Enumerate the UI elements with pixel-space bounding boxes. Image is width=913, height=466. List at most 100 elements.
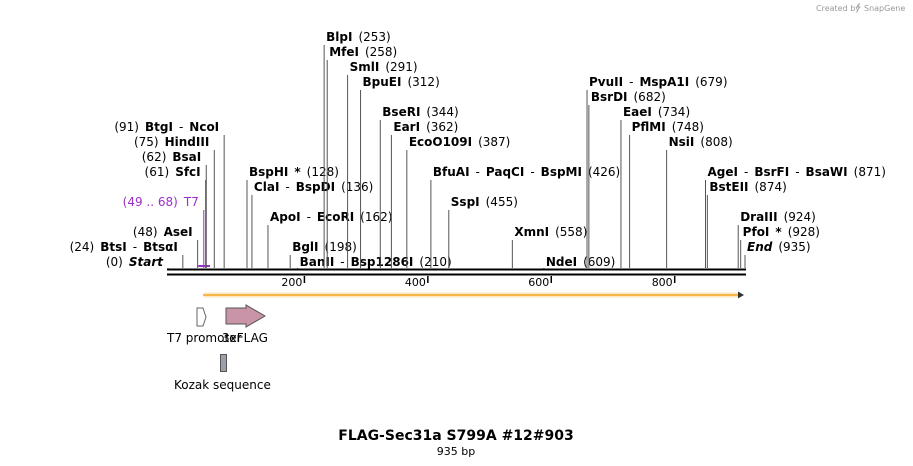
site-bsteii[interactable]: BstEII (874) [706, 180, 787, 268]
site-label-part: (162) [360, 210, 392, 224]
snapgene-logo-icon [856, 3, 861, 12]
site-bpuei[interactable]: BpuEI (312) [360, 75, 440, 268]
site-label-part: - [340, 255, 344, 269]
site-bsai[interactable]: (62) BsaI [142, 150, 207, 268]
site-label-part: PvuII [589, 75, 623, 89]
feature-kozak[interactable]: Kozak sequence [174, 354, 271, 393]
site-smli[interactable]: SmlI (291) [347, 60, 418, 268]
credit-brand: SnapGene [864, 4, 905, 13]
feature-arrow [225, 304, 266, 328]
site-start[interactable]: (0) Start [106, 255, 169, 270]
site-label-part: SfcI [175, 165, 200, 179]
site-btgi[interactable]: (91) BtgI - NcoI [114, 120, 225, 268]
site-label-part: (874) [755, 180, 787, 194]
site-pvuii[interactable]: PvuII - MspA1I (679) [586, 75, 728, 268]
site-bsti[interactable]: (24) BtsI - BtsαI [70, 240, 184, 268]
site-agei[interactable]: AgeI - BsrFI - BsaWI (871) [705, 165, 886, 268]
site-bseri[interactable]: BseRI (344) [379, 105, 459, 268]
site-label-part: (128) [307, 165, 339, 179]
site-label-part: XmnI [514, 225, 549, 239]
site-eari[interactable]: EarI (362) [390, 120, 458, 268]
site-ecoo109i[interactable]: EcoO109I (387) [406, 135, 511, 268]
site-label-part: (136) [341, 180, 373, 194]
site-label: BfuAI - PaqCI - BspMI (426) [433, 165, 620, 179]
site-pfoi[interactable]: PfoI * (928) [740, 225, 820, 268]
site-label-part: MfeI [329, 45, 359, 59]
site-label-part: BsrFI [754, 165, 789, 179]
feature-label: 3xFLAG [222, 331, 268, 345]
site-label: ClaI - BspDI (136) [254, 180, 373, 194]
orf-track [203, 291, 744, 299]
site-label-part: - [744, 165, 748, 179]
site-label-part: (198) [325, 240, 357, 254]
site-label: MfeI (258) [329, 45, 397, 59]
ruler: 200 400 600 800 [281, 276, 676, 289]
site-t7site[interactable]: (49 .. 68) T7 [123, 195, 210, 268]
credit-prefix: Created by [816, 4, 860, 13]
site-label: AgeI - BsrFI - BsaWI (871) [708, 165, 886, 179]
site-bfuai[interactable]: BfuAI - PaqCI - BspMI (426) [430, 165, 620, 268]
site-label-part: (679) [695, 75, 727, 89]
site-label-part: ClaI [254, 180, 279, 194]
site-blpi[interactable]: BlpI (253) [323, 30, 391, 268]
site-label: NsiI (808) [669, 135, 733, 149]
ruler-tick-label: 600 [528, 276, 549, 289]
site-ndei[interactable]: NdeI (609) [543, 255, 616, 270]
site-label: EaeI (734) [623, 105, 690, 119]
site-label-part: BstEII [709, 180, 748, 194]
site-label: BstEII (874) [709, 180, 786, 194]
site-label-part: NdeI [546, 255, 577, 269]
site-label-part: AgeI [708, 165, 738, 179]
site-label-part: - [307, 210, 311, 224]
site-label: NdeI (609) [546, 255, 616, 269]
site-label-part: BseRI [382, 105, 420, 119]
site-xmni[interactable]: XmnI (558) [511, 225, 587, 268]
site-label-part: NcoI [189, 120, 219, 134]
site-label-part: (49 .. 68) [123, 195, 178, 209]
site-label-part: (609) [583, 255, 615, 269]
site-label-part: DraIII [740, 210, 777, 224]
site-banii[interactable]: BanII - Bsp1286I (210) [297, 255, 452, 270]
site-label-part: (210) [419, 255, 451, 269]
site-label-part: (682) [634, 90, 666, 104]
site-sspi[interactable]: SspI (455) [448, 195, 518, 268]
site-label: (61) SfcI [145, 165, 201, 179]
site-asei[interactable]: (48) AseI [133, 225, 199, 268]
site-label-part: (312) [407, 75, 439, 89]
site-label-part: (928) [788, 225, 820, 239]
site-draiii[interactable]: DraIII (924) [737, 210, 816, 268]
site-label-part: EarI [393, 120, 420, 134]
site-label-part: BlpI [326, 30, 352, 44]
site-bgli[interactable]: BglI (198) [289, 240, 357, 268]
site-label-part: - [476, 165, 480, 179]
site-hindiii[interactable]: (75) HindIII [134, 135, 215, 268]
site-label-part: BspDI [296, 180, 335, 194]
site-mfei[interactable]: MfeI (258) [326, 45, 397, 268]
site-label-part: BfuAI [433, 165, 470, 179]
site-label-part: EaeI [623, 105, 652, 119]
site-sfci[interactable]: (61) SfcI [145, 165, 207, 268]
site-bsrdi[interactable]: BsrDI (682) [588, 90, 666, 268]
site-label: PflMI (748) [632, 120, 704, 134]
site-bsphi[interactable]: BspHI * (128) [246, 165, 339, 268]
site-clai[interactable]: ClaI - BspDI (136) [251, 180, 373, 268]
site-label-part: BsaWI [806, 165, 848, 179]
feature-3xflag[interactable]: 3xFLAG [222, 304, 268, 345]
site-label: (24) BtsI - BtsαI [70, 240, 178, 254]
site-nsii[interactable]: NsiI (808) [666, 135, 733, 268]
site-end[interactable]: End (935) [744, 240, 811, 268]
site-apoi[interactable]: ApoI - EcoRI (162) [267, 210, 392, 268]
site-label: BpuEI (312) [363, 75, 440, 89]
site-pflmi[interactable]: PflMI (748) [629, 120, 704, 268]
map-length: 935 bp [437, 445, 475, 458]
site-label-part: BsrDI [591, 90, 628, 104]
feature-t7-promoter[interactable]: T7 promoter [166, 307, 242, 345]
site-label-part: - [133, 240, 137, 254]
site-label-part: EcoO109I [409, 135, 472, 149]
site-label-part: (258) [365, 45, 397, 59]
ruler-tick-label: 400 [405, 276, 426, 289]
site-eaei[interactable]: EaeI (734) [620, 105, 690, 268]
site-label-part: (455) [486, 195, 518, 209]
